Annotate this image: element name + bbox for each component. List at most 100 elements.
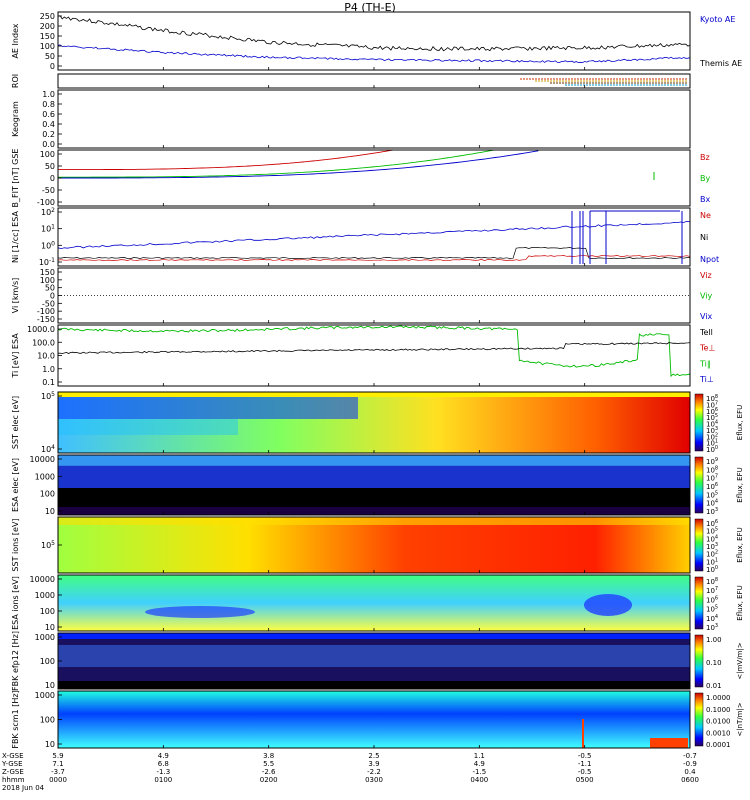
y-tick-label: 1000.0 — [27, 325, 55, 334]
panel-sst_i: SST ions [eV] 105106105104103102101100Efl… — [11, 516, 744, 574]
y-axis-label: ESA elec [eV] — [11, 458, 20, 512]
date-label: 2018 Jun 04 — [2, 784, 45, 792]
colorbar-tick: 1.0000 — [706, 694, 731, 702]
panel-frame — [57, 89, 691, 149]
colorbar-tick: 106 — [706, 407, 718, 416]
legend-entry: Ti⊥ — [699, 375, 714, 384]
x-row-label: hhmm — [2, 776, 25, 784]
y-axis-label: ESA ions [eV] — [11, 576, 20, 630]
legend-entry: Ti‖ — [699, 359, 711, 368]
x-value-t: 0400 — [470, 776, 488, 784]
colorbar-tick: 107 — [706, 586, 718, 595]
y-axis-label: SST ions [eV] — [11, 518, 20, 571]
colorbar-tick: 0.0100 — [706, 718, 731, 726]
y-tick-label: 150 — [40, 268, 55, 277]
colorbar-tick: 0.0010 — [706, 729, 731, 737]
x-row-label: Z-GSE — [2, 768, 24, 776]
spectrogram-patch — [58, 419, 238, 435]
series-themis-ae — [57, 15, 691, 52]
colorbar-tick: 107 — [706, 400, 718, 409]
plot-title: P4 (TH-E) — [344, 1, 396, 14]
x-value-y: 6.8 — [158, 760, 169, 768]
x-row-label: Y-GSE — [1, 760, 23, 768]
y-tick-label: 250 — [40, 12, 55, 21]
colorbar-tick: 105 — [706, 527, 718, 536]
spectrogram-feature — [584, 594, 632, 616]
y-tick-label: 1000 — [35, 591, 55, 600]
x-value-t: 0200 — [260, 776, 278, 784]
x-value-z: 0.4 — [684, 768, 696, 776]
y-tick-label: 104 — [41, 444, 55, 454]
spectrogram-band — [58, 633, 690, 639]
y-tick-label: -50 — [42, 186, 55, 195]
legend-entry: Tell — [699, 328, 713, 337]
colorbar-tick: 0.01 — [706, 682, 722, 690]
spectrogram — [58, 691, 690, 748]
colorbar-tick: 105 — [706, 413, 718, 422]
x-value-x: -0.5 — [578, 752, 592, 760]
y-tick-label: 50 — [45, 284, 55, 293]
y-tick-label: 50 — [45, 52, 55, 61]
y-tick-label: 10 — [45, 623, 55, 632]
series-ne — [57, 255, 691, 261]
spectrogram-band — [58, 681, 690, 689]
legend-entry: Npot — [700, 255, 719, 264]
x-value-y: 4.9 — [474, 760, 485, 768]
panel-keogram: Keogram 1.00.80.60.40.20.0 — [11, 89, 691, 149]
panel-esa_i: ESA ions [eV] 100001000100101081071061051… — [11, 574, 744, 632]
x-value-x: 4.9 — [158, 752, 169, 760]
y-tick-label: 10-1 — [39, 257, 55, 267]
x-value-x: 2.5 — [368, 752, 379, 760]
colorbar-tick: 104 — [706, 499, 718, 508]
colorbar-tick: 103 — [706, 542, 718, 551]
spectrogram-band — [58, 392, 690, 397]
x-value-z: -1.3 — [156, 768, 170, 776]
y-tick-label: 0.8 — [42, 100, 55, 109]
y-tick-label: 1.0 — [42, 365, 55, 374]
legend-entry: Vix — [700, 312, 713, 321]
colorbar-tick: 0.1000 — [706, 706, 731, 714]
y-axis-label: SST elec [eV] — [11, 396, 20, 449]
legend-entry: Themis AE — [699, 59, 742, 68]
x-value-z: -2.2 — [367, 768, 381, 776]
colorbar-tick: 0.10 — [706, 659, 722, 667]
y-tick-label: -100 — [37, 307, 55, 316]
colorbar-tick: 101 — [706, 439, 718, 448]
panel-roi: ROI — [11, 73, 691, 89]
y-tick-label: 0.6 — [42, 110, 55, 119]
colorbar-tick: 103 — [706, 507, 718, 516]
colorbar — [694, 518, 704, 572]
x-axis-annotation: X-GSEY-GSEZ-GSEhhmm5.97.1-3.700004.96.8-… — [1, 752, 699, 792]
x-value-y: 3.9 — [368, 760, 379, 768]
series-bz — [58, 149, 394, 171]
panel-ni: Ni [1/cc] ESA 102 101 100 10-1 Ne Ni Npot — [11, 207, 719, 267]
panel-sst_e: SST elec [eV] 105104108107106105104103102… — [11, 391, 744, 454]
colorbar-tick: 103 — [706, 623, 718, 632]
y-axis-label: B_FIT [nT] GSE — [11, 149, 20, 208]
y-tick-label: 100.0 — [32, 338, 55, 347]
legend-entry: Ni — [700, 233, 708, 242]
y-tick-label: 1000 — [35, 691, 55, 700]
y-tick-label: -50 — [42, 299, 55, 308]
y-axis-label: Keogram — [11, 101, 20, 137]
spectrogram — [58, 517, 690, 573]
legend-entry: Bx — [700, 195, 710, 204]
legend-entry: Kyoto AE — [700, 15, 735, 24]
spectrogram-band — [58, 455, 690, 466]
x-value-t: 0600 — [681, 776, 699, 784]
y-tick-label: 0 — [50, 62, 55, 71]
colorbar-tick: 106 — [706, 482, 718, 491]
y-tick-label: 105 — [41, 391, 55, 401]
y-axis-label: ROI — [11, 74, 20, 88]
colorbar-tick: 108 — [706, 577, 718, 586]
x-value-y: -1.1 — [578, 760, 592, 768]
y-tick-label: -100 — [37, 198, 55, 207]
y-tick-label: 100 — [40, 276, 55, 285]
colorbar-tick: 103 — [706, 426, 718, 435]
colorbar-tick: 108 — [706, 394, 718, 403]
y-tick-label: 10 — [45, 740, 55, 749]
x-value-x: -0.7 — [683, 752, 697, 760]
